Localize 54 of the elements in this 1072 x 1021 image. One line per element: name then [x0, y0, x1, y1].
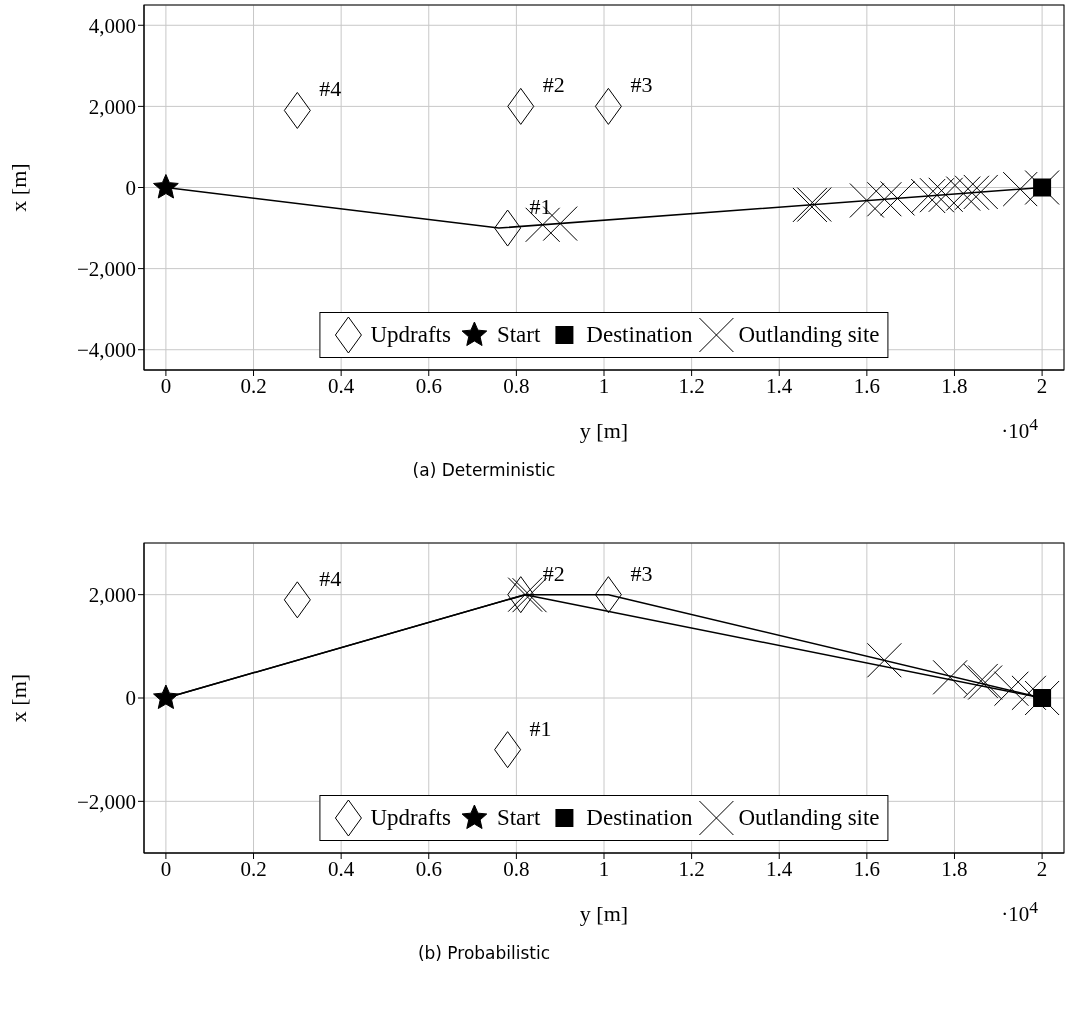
- legend-label: Destination: [586, 805, 693, 831]
- legend-label: Destination: [586, 322, 693, 348]
- annotation: #3: [630, 72, 653, 98]
- annotation: #4: [319, 76, 342, 102]
- x-tick-label: 0.6: [415, 373, 442, 398]
- legend-label: Updrafts: [370, 322, 451, 348]
- legend-label: Start: [496, 805, 541, 831]
- x-tick-label: 0.8: [503, 856, 530, 881]
- text: ·10$^{4}$: [1001, 897, 1038, 927]
- legend-label: Outlanding site: [738, 322, 880, 348]
- x-tick-label: 1.8: [941, 373, 968, 398]
- y-tick-label: −4,000: [76, 338, 136, 363]
- y-tick-label: 0: [125, 686, 136, 711]
- text: (b) Probabilistic: [416, 943, 552, 963]
- annotation: #1: [529, 715, 552, 741]
- x-tick-label: 1.2: [678, 373, 705, 398]
- x-tick-label: 1.4: [766, 856, 793, 881]
- text: (a) Deterministic: [411, 460, 557, 480]
- x-tick-label: 1: [598, 856, 610, 881]
- y-tick-label: 2,000: [88, 583, 136, 608]
- legend-label: Start: [496, 322, 541, 348]
- annotation: #4: [319, 565, 342, 591]
- x-tick-label: 0.8: [503, 373, 530, 398]
- legend-label: Updrafts: [370, 805, 451, 831]
- x-tick-label: 1.6: [853, 373, 880, 398]
- legend-label: Outlanding site: [738, 805, 880, 831]
- x-axis-title: y [m]: [579, 418, 629, 443]
- annotation: #1: [529, 194, 552, 220]
- x-tick-label: 0.2: [240, 856, 267, 881]
- x-tick-label: 1: [598, 373, 610, 398]
- x-tick-label: 1.6: [853, 856, 880, 881]
- x-tick-label: 0.4: [328, 856, 355, 881]
- annotation: #2: [542, 72, 565, 98]
- text: ·10$^{4}$: [1001, 414, 1038, 444]
- x-tick-label: 0.4: [328, 373, 355, 398]
- y-axis-title: x [m]: [5, 673, 31, 723]
- y-tick-label: 4,000: [88, 13, 136, 38]
- y-tick-label: −2,000: [76, 257, 136, 282]
- x-tick-label: 2: [1036, 373, 1048, 398]
- x-tick-label: 0: [160, 373, 172, 398]
- x-axis-title: y [m]: [579, 901, 629, 926]
- y-tick-label: 2,000: [88, 94, 136, 119]
- x-tick-label: 0.2: [240, 373, 267, 398]
- x-tick-label: 1.4: [766, 373, 793, 398]
- annotation: #3: [630, 560, 653, 586]
- annotation: #2: [542, 560, 565, 586]
- y-tick-label: 0: [125, 175, 136, 200]
- y-axis-title: x [m]: [5, 163, 31, 212]
- y-tick-label: −2,000: [76, 789, 136, 814]
- x-tick-label: 0: [160, 856, 172, 881]
- x-tick-label: 0.6: [415, 856, 442, 881]
- x-tick-label: 2: [1036, 856, 1048, 881]
- x-tick-label: 1.8: [941, 856, 968, 881]
- x-tick-label: 1.2: [678, 856, 705, 881]
